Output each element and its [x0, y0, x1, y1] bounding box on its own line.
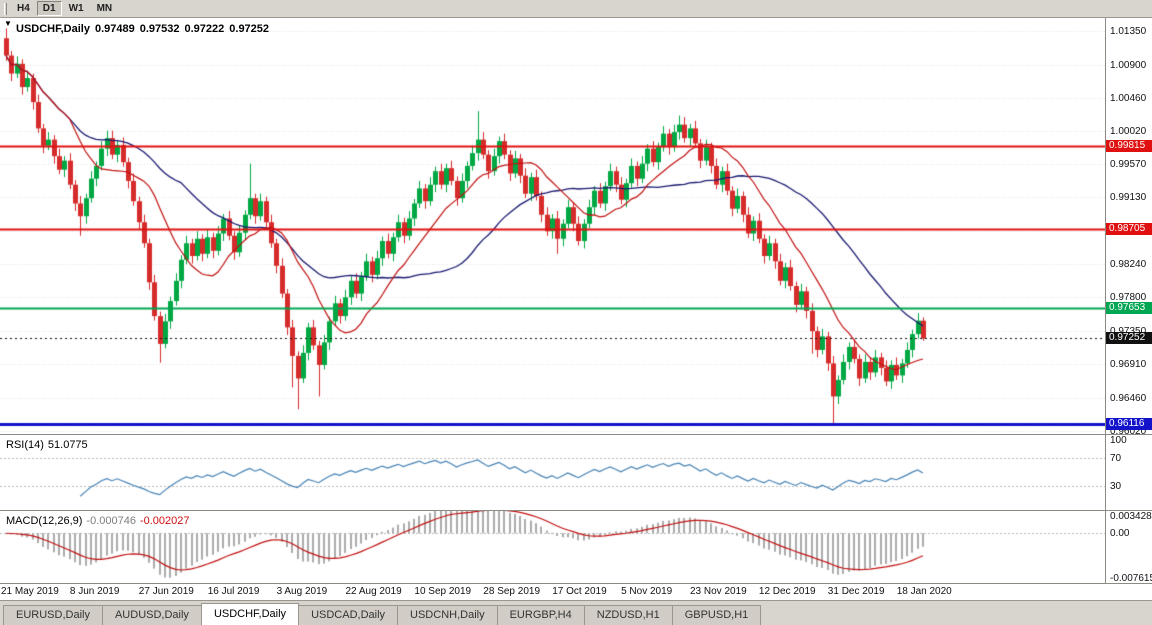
- macd-axis-label: -0.007615: [1110, 573, 1152, 584]
- date-axis-label: 18 Jan 2020: [896, 586, 952, 597]
- rsi-label: RSI(14) 51.0775: [6, 439, 92, 451]
- date-axis-label: 16 Jul 2019: [207, 586, 260, 597]
- price-axis-label: 0.97800: [1110, 292, 1147, 304]
- macd-canvas[interactable]: [0, 511, 1105, 583]
- level-price-tag: 0.99815: [1106, 140, 1152, 153]
- rsi-name: RSI(14): [6, 439, 44, 451]
- date-axis-label: 28 Sep 2019: [483, 586, 541, 597]
- chart-tab-usdcnh-daily[interactable]: USDCNH,Daily: [397, 605, 498, 625]
- price-pane: ▼ USDCHF,Daily 0.97489 0.97532 0.97222 0.972…: [0, 18, 1152, 437]
- chart-window: ▼ USDCHF,Daily 0.97489 0.97532 0.97222 0.972…: [0, 18, 1152, 600]
- rsi-axis-label: 100: [1110, 435, 1127, 446]
- level-price-tag: 0.96116: [1106, 417, 1152, 430]
- date-axis-label: 22 Aug 2019: [345, 586, 402, 597]
- date-axis-label: 10 Sep 2019: [414, 586, 472, 597]
- chart-tab-bar: EURUSD,Daily AUDUSD,Daily USDCHF,Daily USDC…: [0, 600, 1152, 625]
- chart-tab-gbpusd-h1[interactable]: GBPUSD,H1: [671, 605, 762, 625]
- chart-tab-eurgbp-h4[interactable]: EURGBP,H4: [496, 605, 585, 625]
- ohlc-open: 0.97489: [94, 23, 135, 35]
- bid-price-tag: 0.97252: [1106, 332, 1152, 345]
- price-axis-label: 0.98240: [1110, 259, 1147, 271]
- timeframe-button-h4[interactable]: H4: [17, 3, 30, 14]
- chart-tab-usdcad-daily[interactable]: USDCAD,Daily: [298, 605, 399, 625]
- macd-main-value: -0.000746: [86, 515, 136, 527]
- timeframe-button-d1[interactable]: D1: [36, 1, 62, 16]
- ohlc-high: 0.97532: [139, 23, 180, 35]
- chart-tab-nzdusd-h1[interactable]: NZDUSD,H1: [583, 605, 673, 625]
- price-axis-label: 0.99130: [1110, 192, 1147, 204]
- macd-axis-label: 0.00: [1110, 528, 1130, 540]
- toolbar-grip[interactable]: [4, 2, 7, 15]
- price-axis-label: 1.00900: [1110, 59, 1147, 71]
- date-axis-label: 3 Aug 2019: [276, 586, 328, 597]
- rsi-axis-label: 30: [1110, 480, 1122, 492]
- date-axis-label: 31 Dec 2019: [827, 586, 885, 597]
- chart-tab-eurusd-daily[interactable]: EURUSD,Daily: [3, 605, 103, 625]
- price-axis-label: 1.00020: [1110, 125, 1147, 137]
- timeframe-button-mn[interactable]: MN: [96, 3, 113, 14]
- date-axis-label: 8 Jun 2019: [69, 586, 120, 597]
- price-axis-label: 0.99570: [1110, 159, 1147, 171]
- macd-label: MACD(12,26,9) -0.000746 -0.002027: [6, 515, 194, 527]
- price-axis-label: 0.96020: [1110, 425, 1147, 437]
- timeframe-toolbar: H4 D1 W1 MN: [0, 0, 1152, 18]
- date-axis-label: 21 May 2019: [1, 586, 59, 597]
- price-axis-label: 0.96910: [1110, 359, 1147, 371]
- ohlc-low: 0.97222: [184, 23, 225, 35]
- chart-symbol-label: USDCHF,Daily: [16, 23, 90, 35]
- chart-title: USDCHF,Daily 0.97489 0.97532 0.97222 0.97252: [16, 23, 274, 35]
- date-axis-label: 17 Oct 2019: [552, 586, 607, 597]
- rsi-pane: RSI(14) 51.0775 100 70 30: [0, 434, 1152, 510]
- chart-collapse-icon[interactable]: ▼: [4, 19, 12, 28]
- ohlc-close: 0.97252: [229, 23, 270, 35]
- level-price-tag: 0.98705: [1106, 223, 1152, 236]
- macd-name: MACD(12,26,9): [6, 515, 83, 527]
- date-axis[interactable]: 21 May 2019 8 Jun 2019 27 Jun 2019 16 Jul 2…: [0, 583, 1152, 600]
- timeframe-buttons: H4 D1 W1 MN: [11, 1, 119, 16]
- price-axis[interactable]: 1.01350 1.00900 1.00460 1.00020 0.99570 0.991…: [1105, 18, 1152, 437]
- date-axis-label: 27 Jun 2019: [138, 586, 194, 597]
- rsi-axis[interactable]: 100 70 30: [1105, 435, 1152, 510]
- price-chart-canvas[interactable]: [0, 18, 1105, 434]
- rsi-canvas[interactable]: [0, 435, 1105, 510]
- price-axis-label: 1.00460: [1110, 92, 1147, 104]
- level-price-tag: 0.97653: [1106, 302, 1152, 315]
- chart-tab-usdchf-daily[interactable]: USDCHF,Daily: [200, 603, 300, 625]
- rsi-value: 51.0775: [47, 439, 88, 451]
- date-axis-label: 12 Dec 2019: [758, 586, 816, 597]
- rsi-axis-label: 70: [1110, 452, 1122, 464]
- price-axis-label: 0.96460: [1110, 392, 1147, 404]
- chart-tab-audusd-daily[interactable]: AUDUSD,Daily: [101, 605, 202, 625]
- macd-pane: MACD(12,26,9) -0.000746 -0.002027 0.003428…: [0, 510, 1152, 584]
- date-axis-label: 5 Nov 2019: [621, 586, 673, 597]
- macd-signal-value: -0.002027: [139, 515, 190, 527]
- macd-axis-label: 0.003428: [1110, 511, 1152, 522]
- date-axis-label: 23 Nov 2019: [690, 586, 747, 597]
- price-axis-label: 1.01350: [1110, 25, 1147, 37]
- macd-axis[interactable]: 0.003428 0.00 -0.007615: [1105, 511, 1152, 584]
- timeframe-button-w1[interactable]: W1: [68, 3, 84, 14]
- price-axis-label: 0.97350: [1110, 326, 1146, 337]
